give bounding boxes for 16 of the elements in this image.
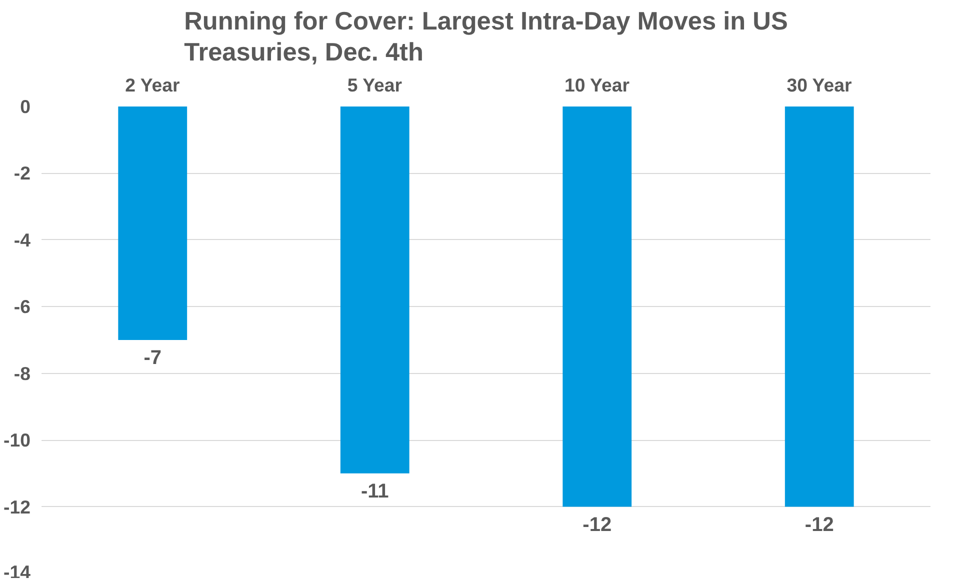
x-tick-label: 30 Year: [786, 74, 852, 96]
data-label: -11: [360, 480, 389, 502]
y-tick-label: 0: [20, 96, 31, 117]
y-tick-label: -2: [14, 162, 31, 184]
data-label: -7: [144, 347, 162, 369]
x-tick-label: 5 Year: [347, 74, 402, 96]
x-tick-label: 2 Year: [125, 74, 180, 96]
y-tick-label: -10: [4, 430, 31, 451]
y-tick-label: -8: [14, 362, 31, 384]
y-tick-label: -6: [14, 296, 31, 318]
x-tick-label: 10 Year: [564, 74, 630, 96]
chart-title: Running for Cover: Largest Intra-Day Moves in US Treasuries, Dec. 4th: [184, 8, 788, 66]
data-label: -12: [582, 514, 612, 536]
y-tick-label: -12: [4, 496, 31, 518]
y-tick-label: -4: [14, 229, 32, 250]
data-label: -12: [804, 514, 834, 536]
